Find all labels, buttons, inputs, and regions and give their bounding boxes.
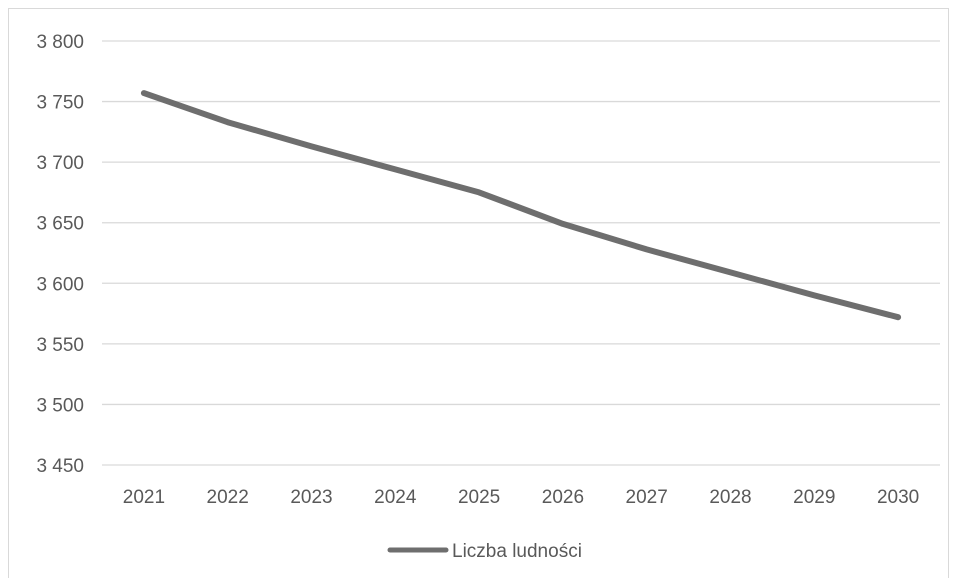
legend: Liczba ludności (387, 541, 582, 562)
x-tick-label: 2021 (123, 487, 165, 508)
x-tick-label: 2024 (374, 487, 417, 508)
x-axis-ticks: 2021 2022 2023 2024 2025 2026 2027 2028 2029 2030 (123, 487, 919, 508)
y-tick-label: 3 650 (36, 214, 84, 235)
series-group (140, 90, 902, 321)
legend-label: Liczba ludności (452, 541, 582, 562)
y-tick-label: 3 550 (36, 335, 84, 356)
x-tick-label: 2022 (207, 487, 249, 508)
y-tick-label: 3 800 (36, 32, 84, 53)
y-tick-label: 3 500 (36, 395, 84, 416)
series-line (140, 90, 902, 321)
y-tick-label: 3 600 (36, 274, 84, 295)
x-tick-label: 2026 (542, 487, 584, 508)
y-tick-label: 3 750 (36, 93, 84, 114)
y-tick-label: 3 450 (36, 456, 84, 477)
gridlines (102, 40, 940, 466)
x-tick-label: 2028 (709, 487, 751, 508)
x-tick-label: 2027 (626, 487, 668, 508)
y-tick-label: 3 700 (36, 153, 84, 174)
x-tick-label: 2029 (793, 487, 835, 508)
x-tick-label: 2023 (290, 487, 332, 508)
y-axis-ticks: 3 800 3 750 3 700 3 650 3 600 3 550 3 500 3 450 (36, 32, 84, 477)
x-tick-label: 2025 (458, 487, 500, 508)
x-tick-label: 2030 (877, 487, 919, 508)
